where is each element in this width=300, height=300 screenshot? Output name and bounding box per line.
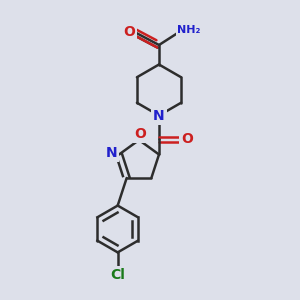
Text: Cl: Cl — [110, 268, 125, 283]
Text: NH₂: NH₂ — [177, 25, 201, 35]
Text: N: N — [106, 146, 117, 160]
Text: O: O — [182, 133, 194, 146]
Text: O: O — [135, 127, 146, 141]
Text: O: O — [123, 25, 135, 38]
Text: N: N — [153, 109, 165, 122]
